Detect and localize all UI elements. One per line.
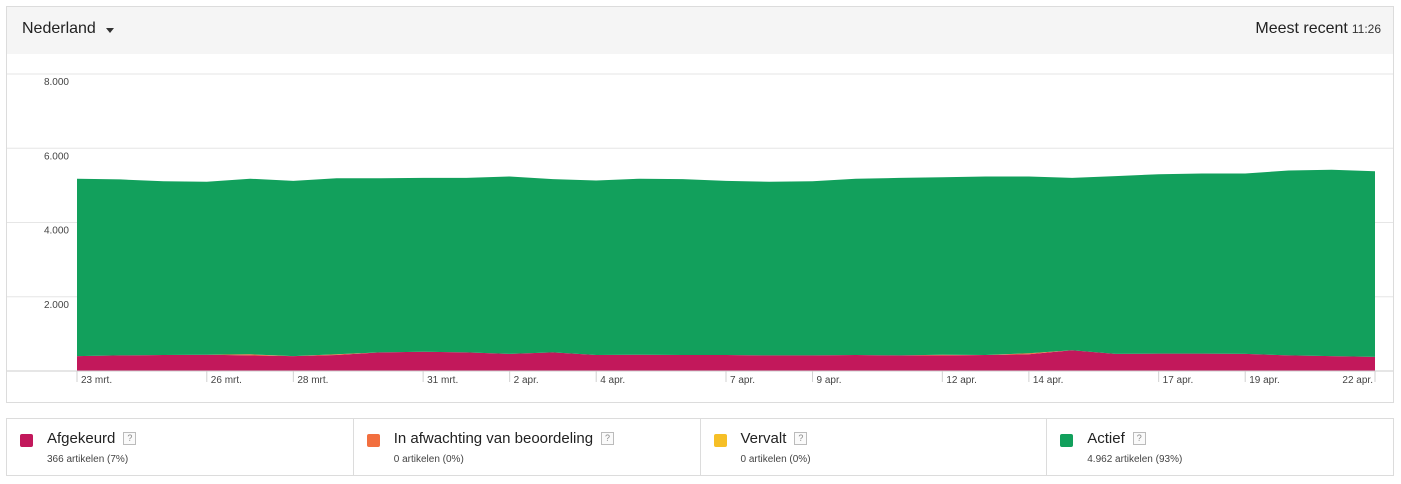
help-icon[interactable]: ? <box>601 432 615 445</box>
recent-label: Meest recent <box>1255 20 1348 37</box>
legend-count: 0 artikelen (0%) <box>393 454 464 465</box>
legend-item-in-afwachting[interactable]: In afwachting van beoordeling? 0 artikel… <box>354 419 701 475</box>
x-tick-label: 7 apr. <box>730 375 755 386</box>
x-tick-label: 12 apr. <box>946 375 977 386</box>
legend-item-afgekeurd[interactable]: Afgekeurd? 366 artikelen (7%) <box>7 419 354 475</box>
legend-swatch <box>713 434 727 447</box>
x-tick-label: 9 apr. <box>817 375 842 386</box>
country-dropdown[interactable]: Nederland <box>22 20 114 38</box>
area-actief <box>77 169 1375 357</box>
legend-label: Actief <box>1087 430 1125 447</box>
x-tick-label: 4 apr. <box>600 375 625 386</box>
x-tick-label: 26 mrt. <box>211 375 242 386</box>
recent-time: 11:26 <box>1351 22 1381 36</box>
x-tick-label: 2 apr. <box>514 375 539 386</box>
country-label: Nederland <box>22 20 96 37</box>
help-icon[interactable]: ? <box>1132 432 1146 445</box>
chart-panel: Nederland Meest recent 11:26 2.000 4.000 6.… <box>6 6 1394 403</box>
help-icon[interactable]: ? <box>794 432 808 445</box>
y-tick-label: 8.000 <box>44 77 69 88</box>
chart-header: Nederland Meest recent 11:26 <box>7 7 1393 54</box>
area-in-afwachting-van-beoordeling <box>77 350 1375 357</box>
caret-down-icon <box>105 27 114 33</box>
legend-label: Afgekeurd <box>47 430 116 447</box>
legend-swatch <box>1060 434 1074 447</box>
y-tick-label: 6.000 <box>44 151 69 162</box>
x-tick-label: 31 mrt. <box>427 375 458 386</box>
x-tick-label: 14 apr. <box>1033 375 1064 386</box>
legend-count: 4.962 artikelen (93%) <box>1087 454 1183 465</box>
legend-item-vervalt[interactable]: Vervalt? 0 artikelen (0%) <box>701 419 1048 475</box>
legend-label: In afwachting van beoordeling <box>393 430 594 447</box>
x-tick-label: 17 apr. <box>1163 375 1194 386</box>
y-tick-label: 4.000 <box>44 226 69 237</box>
x-tick-label: 22 apr. <box>1342 375 1373 386</box>
legend-label: Vervalt <box>740 430 787 447</box>
legend-count: 0 artikelen (0%) <box>740 454 811 465</box>
legend-swatch <box>366 434 380 447</box>
legend: Afgekeurd? 366 artikelen (7%) In afwacht… <box>6 418 1394 476</box>
stacked-area-chart: 2.000 4.000 6.000 8.000 23 mrt. 26 mrt. 28 mrt… <box>7 73 1393 386</box>
area-afgekeurd <box>77 350 1375 371</box>
x-tick-label: 28 mrt. <box>297 375 328 386</box>
x-tick-label: 19 apr. <box>1249 375 1280 386</box>
help-icon[interactable]: ? <box>123 432 137 445</box>
legend-swatch <box>20 434 33 447</box>
y-tick-label: 2.000 <box>44 300 69 311</box>
recent-indicator: Meest recent 11:26 <box>1255 20 1381 38</box>
x-tick-label: 23 mrt. <box>81 375 112 386</box>
legend-count: 366 artikelen (7%) <box>47 454 129 465</box>
legend-item-actief[interactable]: Actief? 4.962 artikelen (93%) <box>1047 419 1393 475</box>
